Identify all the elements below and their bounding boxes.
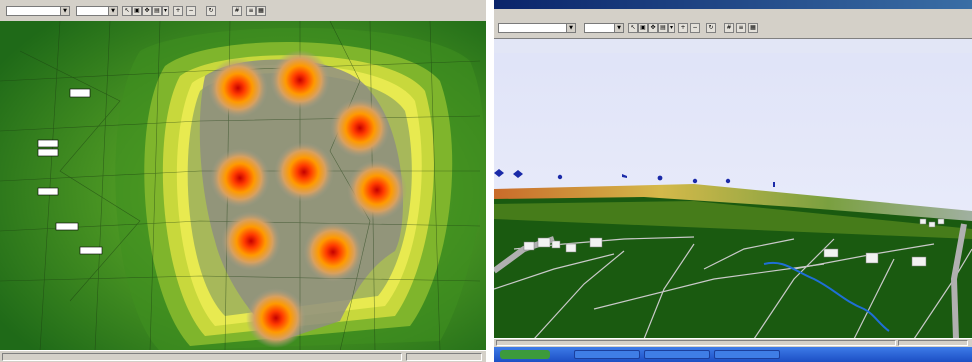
mode-combo[interactable]: ▼ [76, 6, 118, 16]
buildings [523, 218, 945, 267]
taskbar-item[interactable] [574, 350, 640, 359]
hotspot [246, 288, 306, 348]
hotspots [208, 50, 407, 348]
dropdown-icon[interactable]: ▾ [162, 6, 169, 16]
hotspot [208, 58, 268, 118]
grid-icon[interactable]: # [724, 23, 734, 33]
taskbar [494, 347, 972, 362]
hotspot [221, 211, 281, 271]
pan-icon[interactable]: ✥ [142, 6, 152, 16]
chevron-down-icon: ▼ [108, 7, 117, 15]
refresh-icon[interactable]: ↻ [206, 6, 216, 16]
layers-icon[interactable]: ≡ [246, 6, 256, 16]
chevron-down-icon: ▼ [614, 24, 623, 32]
hotspot [330, 98, 390, 158]
hotspot [270, 50, 330, 110]
dropdown-icon[interactable]: ▾ [668, 23, 675, 33]
layer-combo[interactable]: ▼ [498, 23, 576, 33]
hotspot [347, 160, 407, 220]
scene-subtabs [494, 49, 972, 57]
mode-combo[interactable]: ▼ [584, 23, 624, 33]
left-toolbar: ▼ ▼ ↖ ▣ ✥ ▤ ▾ + − ↻ # ≡ ▦ [0, 0, 486, 22]
status-coords [406, 353, 482, 361]
zoom-out-icon[interactable]: − [186, 6, 196, 16]
highway [950, 223, 967, 339]
scene-tab-strip [494, 39, 972, 53]
legend-icon[interactable]: ▦ [748, 23, 758, 33]
status-main [496, 340, 896, 346]
left-map-window: ▼ ▼ ↖ ▣ ✥ ▤ ▾ + − ↻ # ≡ ▦ [0, 0, 486, 362]
menu-bar [494, 9, 972, 17]
markers [494, 169, 775, 187]
map-label[interactable] [79, 246, 103, 255]
chevron-down-icon: ▼ [60, 7, 69, 15]
select-icon[interactable]: ▣ [638, 23, 648, 33]
hotspot [210, 148, 270, 208]
pan-icon[interactable]: ✥ [648, 23, 658, 33]
map-label[interactable] [37, 148, 59, 157]
map-label[interactable] [37, 139, 59, 148]
chevron-down-icon: ▼ [566, 24, 575, 32]
hotspot [303, 222, 363, 282]
select-icon[interactable]: ▣ [132, 6, 142, 16]
status-coords [898, 340, 968, 346]
status-main [2, 353, 402, 361]
zoom-box-icon[interactable]: ▤ [152, 6, 162, 16]
start-button[interactable] [500, 350, 550, 359]
zoom-out-icon[interactable]: − [690, 23, 700, 33]
map-label[interactable] [37, 187, 59, 196]
zoom-in-icon[interactable]: + [173, 6, 183, 16]
3d-scene-view[interactable] [494, 39, 972, 339]
map-label[interactable] [69, 88, 91, 98]
grid-icon[interactable]: # [232, 6, 242, 16]
zoom-box-icon[interactable]: ▤ [658, 23, 668, 33]
contour-map[interactable] [0, 21, 486, 351]
legend-icon[interactable]: ▦ [256, 6, 266, 16]
pointer-icon[interactable]: ↖ [122, 6, 132, 16]
right-statusbar [494, 338, 972, 347]
map-labels [37, 88, 103, 255]
left-statusbar [0, 350, 486, 362]
taskbar-item[interactable] [714, 350, 780, 359]
river [763, 261, 890, 332]
zoom-in-icon[interactable]: + [678, 23, 688, 33]
right-3d-window: ▼ ▼ ↖ ▣ ✥ ▤ ▾ + − ↻ # ≡ ▦ [494, 0, 972, 362]
pointer-icon[interactable]: ↖ [628, 23, 638, 33]
hotspot [274, 142, 334, 202]
parcel-grid [0, 21, 481, 351]
right-toolbar: ▼ ▼ ↖ ▣ ✥ ▤ ▾ + − ↻ # ≡ ▦ [494, 17, 972, 39]
map-label[interactable] [55, 222, 79, 231]
layer-combo[interactable]: ▼ [6, 6, 70, 16]
taskbar-item[interactable] [644, 350, 710, 359]
layers-icon[interactable]: ≡ [736, 23, 746, 33]
refresh-icon[interactable]: ↻ [706, 23, 716, 33]
terrain-far [494, 201, 972, 239]
window-titlebar [494, 0, 972, 9]
